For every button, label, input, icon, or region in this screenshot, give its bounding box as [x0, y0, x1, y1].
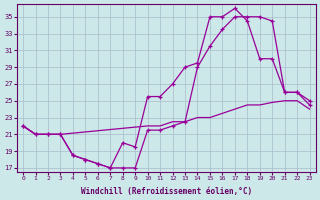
X-axis label: Windchill (Refroidissement éolien,°C): Windchill (Refroidissement éolien,°C) — [81, 187, 252, 196]
